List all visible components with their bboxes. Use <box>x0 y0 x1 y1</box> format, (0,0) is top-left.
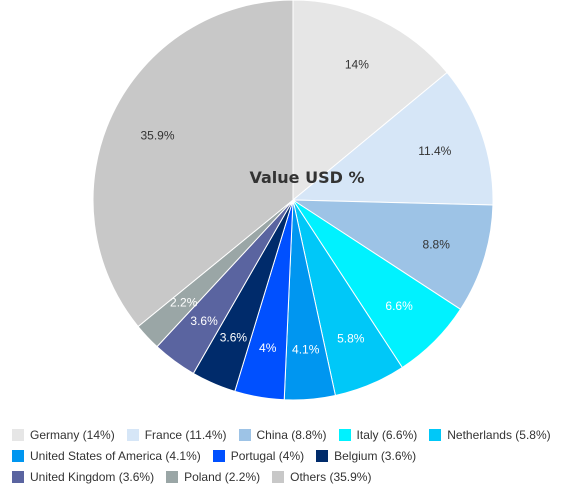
legend-label: Poland (2.2%) <box>184 469 261 484</box>
slice-value-label: 4.1% <box>292 343 320 357</box>
legend-label: Italy (6.6%) <box>356 427 418 442</box>
legend-swatch <box>338 428 351 441</box>
legend-item: United Kingdom (3.6%) <box>12 470 154 484</box>
slice-value-label: 11.4% <box>418 144 451 158</box>
pie-slice <box>292 0 448 202</box>
legend-swatch <box>212 449 225 462</box>
slice-value-label: 6.6% <box>385 299 413 313</box>
legend-swatch <box>238 428 251 441</box>
legend-swatch <box>12 470 24 483</box>
legend-swatch <box>316 449 329 462</box>
legend-label: France (11.4%) <box>144 427 227 442</box>
pie-slice <box>291 71 494 206</box>
legend-item: France (11.4%) <box>126 427 227 442</box>
legend-swatch <box>429 428 442 441</box>
legend-item: China (8.8%) <box>238 427 327 442</box>
legend-item: United States of America (4.1%) <box>12 449 201 463</box>
pie-chart: 14% 11.4% 8.8% 6.6% 5.8% 4.1% 4% 3.6%3.6% 2.2% 35… <box>92 0 494 400</box>
legend-label: China (8.8%) <box>256 427 327 442</box>
pie-slice <box>92 0 294 328</box>
slice-value-label: 4% <box>259 341 277 355</box>
legend-item: Portugal (4%) <box>212 448 305 463</box>
slice-value-label: 5.8% <box>337 331 365 345</box>
legend-label: Belgium (3.6%) <box>334 448 417 463</box>
legend-label: Portugal (4%) <box>230 448 305 463</box>
legend-swatch <box>166 470 179 483</box>
legend-swatch <box>12 428 24 441</box>
legend-row: Germany (14%) France (11.4%) China (8.8%) I… <box>12 424 584 445</box>
legend-label: Germany (14%) <box>30 427 115 442</box>
legend-item: Germany (14%) <box>12 428 115 442</box>
legend-swatch <box>126 428 139 441</box>
legend-row: United States of America (4.1%) Portugal … <box>12 445 584 466</box>
chart-title: Value USD % <box>250 168 365 187</box>
legend-item: Others (35.9%) <box>272 470 371 484</box>
legend-item: Poland (2.2%) <box>166 470 260 484</box>
legend-item: Italy (6.6%) <box>338 427 418 442</box>
legend-label: United Kingdom (3.6%) <box>30 469 155 484</box>
legend-swatch <box>12 449 24 462</box>
legend-item: Belgium (3.6%) <box>316 449 416 463</box>
chart-legend: Germany (14%) France (11.4%) China (8.8%) I… <box>12 424 584 487</box>
slice-value-labels: 14% 11.4% 8.8% 6.6% 5.8% 4.1% 4% 3.6%3.6% 2.2% 35… <box>140 57 451 356</box>
slice-value-label: 3.6% <box>190 314 218 328</box>
slice-value-label: 35.9% <box>140 129 174 143</box>
legend-row: United Kingdom (3.6%) Poland (2.2%) Others… <box>12 466 584 487</box>
pie-slice <box>291 199 494 310</box>
legend-label: United States of America (4.1%) <box>30 448 201 463</box>
slice-value-label: 3.6% <box>220 331 248 345</box>
slice-value-label: 2.2% <box>170 296 198 310</box>
legend-label: Netherlands (5.8%) <box>447 427 551 442</box>
slice-value-label: 8.8% <box>423 238 451 252</box>
legend-item: Netherlands (5.8%) <box>429 427 551 442</box>
pie-slices <box>92 0 494 400</box>
legend-swatch <box>272 470 285 483</box>
legend-label: Others (35.9%) <box>290 469 372 484</box>
slice-value-label: 14% <box>345 57 369 71</box>
